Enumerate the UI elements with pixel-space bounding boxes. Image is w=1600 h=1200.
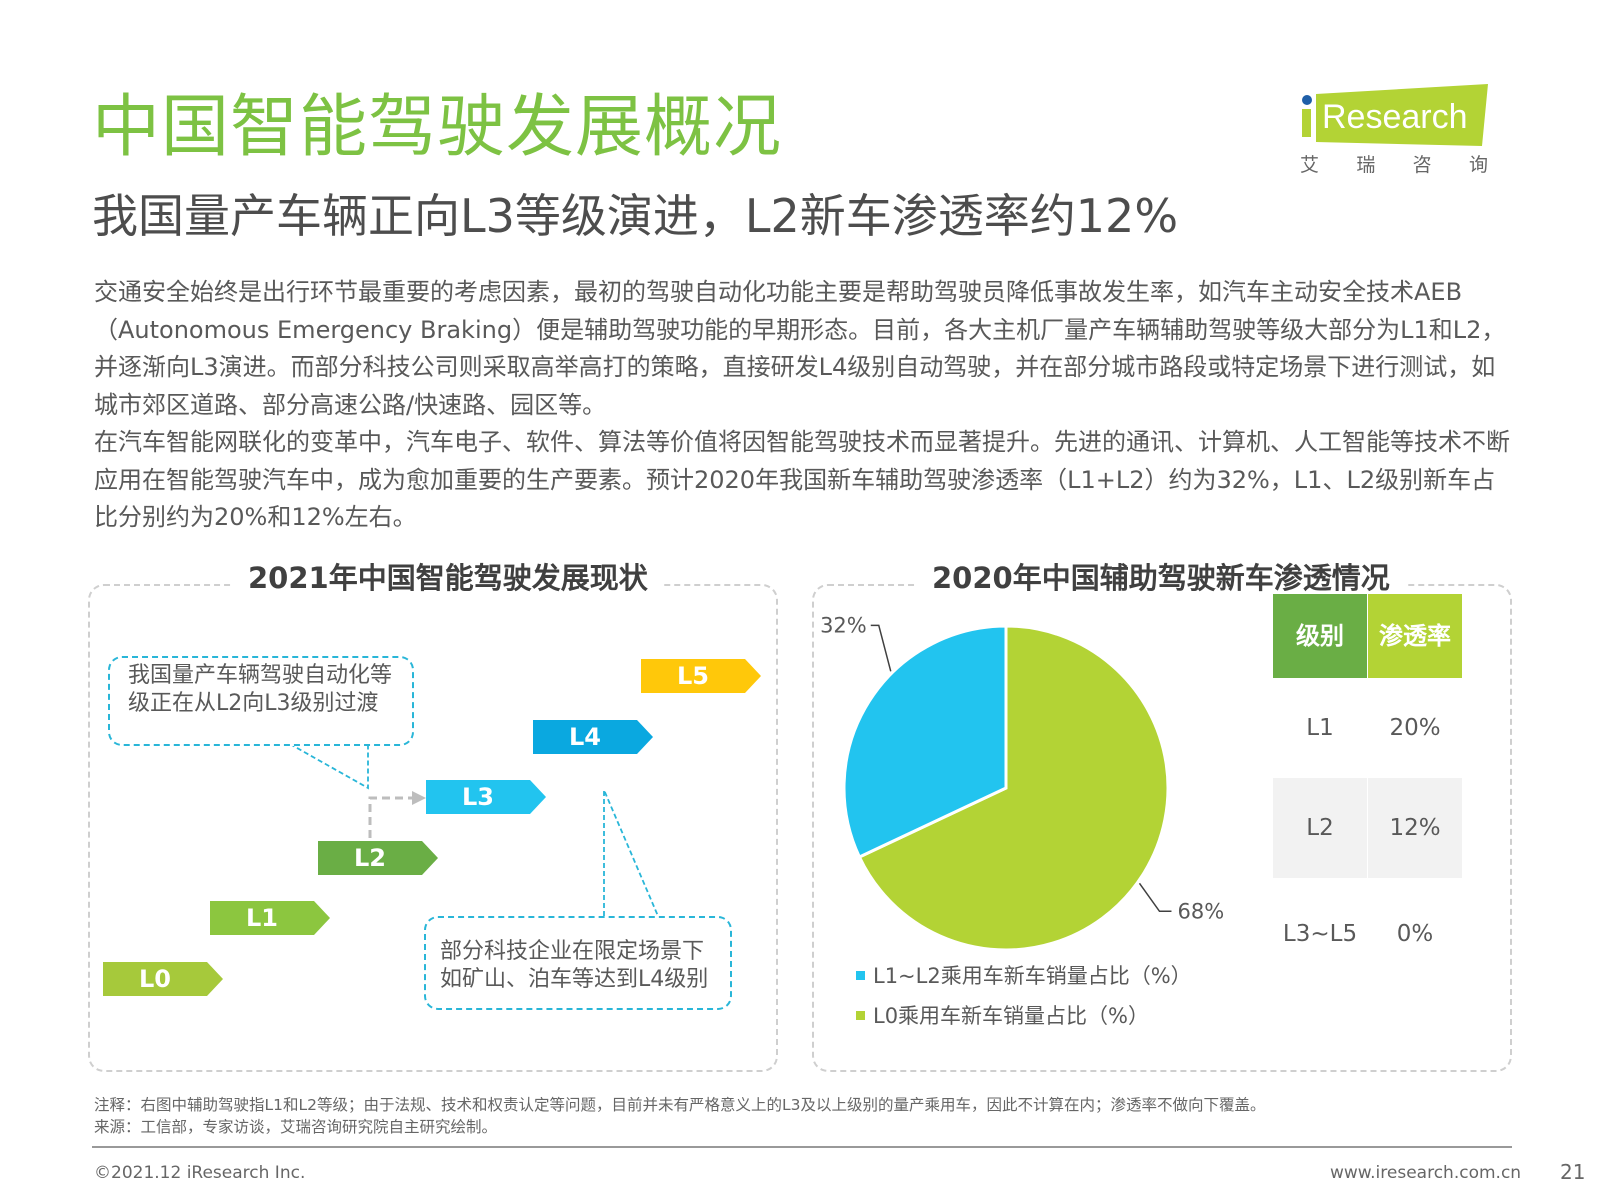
legend-swatch [856, 1010, 865, 1020]
level-l0: L0 [103, 962, 223, 996]
table-cell-rate: 20% [1389, 715, 1441, 741]
iresearch-logo: Research [1296, 84, 1492, 180]
legend-label: L0乘用车新车销量占比（%） [873, 1004, 1150, 1028]
level-l1: L1 [210, 901, 330, 935]
table-cell-rate: 0% [1396, 921, 1434, 947]
levels-panel-title: 2021年中国智能驾驶发展现状 [232, 558, 664, 598]
pie-leader-line [1138, 882, 1172, 913]
body-paragraph: 在汽车智能网联化的变革中，汽车电子、软件、算法等价值将因智能驾驶技术而显著提升。… [94, 428, 1510, 531]
logo-cn-text: 艾 瑞 咨 询 [1296, 150, 1492, 177]
level-l4: L4 [533, 720, 653, 754]
table-cell-level: L3~L5 [1282, 921, 1358, 947]
logo-graphic: Research [1302, 84, 1488, 146]
logo-cn-char: 瑞 [1356, 154, 1376, 176]
logo-cn-char: 艾 [1300, 154, 1320, 176]
logo-cn-char: 询 [1468, 154, 1488, 176]
level-l3: L3 [426, 780, 546, 814]
logo-dot-icon [1302, 95, 1312, 105]
table-cell-level: L2 [1273, 778, 1367, 878]
table-cell-rate: 12% [1368, 778, 1462, 878]
logo-cn-char: 咨 [1412, 154, 1432, 176]
footnotes: 注释：右图中辅助驾驶指L1和L2等级；由于法规、技术和权责认定等问题，目前并未有… [94, 1094, 1266, 1138]
footnote-source: 来源：工信部，专家访谈，艾瑞咨询研究院自主研究绘制。 [94, 1118, 498, 1136]
penetration-table: 级别 渗透率 L1 20% L2 12% L3~L5 0% [1273, 594, 1463, 990]
pie-data-label: 32% [820, 613, 867, 637]
logo-i-stem [1302, 109, 1311, 137]
footer-divider [92, 1146, 1512, 1148]
table-cell-level: L1 [1306, 715, 1334, 741]
table-header-rate: 渗透率 [1368, 594, 1462, 678]
penetration-pie-chart: 32% 68% [820, 613, 1224, 952]
callout-bottom-pointer [603, 789, 659, 917]
level-l5: L5 [641, 659, 761, 693]
pie-slice-l0 [857, 624, 1170, 952]
callout-top: 我国量产车辆驾驶自动化等级正在从L2向L3级别过渡 [108, 656, 414, 746]
legend-item-l0: L0乘用车新车销量占比（%） [856, 1000, 1149, 1030]
website-link[interactable]: www.iresearch.com.cn [1330, 1163, 1522, 1183]
footnote-note: 注释：右图中辅助驾驶指L1和L2等级；由于法规、技术和权责认定等问题，目前并未有… [94, 1096, 1266, 1114]
legend-label: L1~L2乘用车新车销量占比（%） [873, 964, 1192, 988]
body-paragraph: 交通安全始终是出行环节最重要的考虑因素，最初的驾驶自动化功能主要是帮助驾驶员降低… [94, 278, 1506, 419]
copyright: ©2021.12 iResearch Inc. [94, 1163, 306, 1183]
logo-text: Research [1322, 98, 1468, 136]
callout-top-pointer [289, 743, 369, 790]
legend-swatch [856, 970, 865, 980]
legend-item-l1-l2: L1~L2乘用车新车销量占比（%） [856, 960, 1192, 990]
body-text: 交通安全始终是出行环节最重要的考虑因素，最初的驾驶自动化功能主要是帮助驾驶员降低… [94, 274, 1514, 537]
arrowhead-icon [412, 791, 426, 805]
penetration-panel-title: 2020年中国辅助驾驶新车渗透情况 [916, 558, 1406, 598]
callout-bottom: 部分科技企业在限定场景下如矿山、泊车等达到L4级别 [424, 916, 732, 1010]
page-number: 21 [1560, 1160, 1586, 1184]
l2-to-l3-arrow [368, 796, 414, 838]
pie-data-label: 68% [1177, 899, 1224, 923]
page-subtitle: 我国量产车辆正向L3等级演进，L2新车渗透率约12% [92, 189, 1179, 243]
table-header-level: 级别 [1273, 594, 1367, 678]
pie-leader-line [870, 624, 892, 672]
level-l2: L2 [318, 841, 438, 875]
page-title: 中国智能驾驶发展概况 [92, 88, 783, 167]
levels-connectors [289, 743, 659, 917]
logo-banner-shape [1316, 84, 1488, 146]
pie-slice-l1-l2 [842, 624, 1008, 859]
